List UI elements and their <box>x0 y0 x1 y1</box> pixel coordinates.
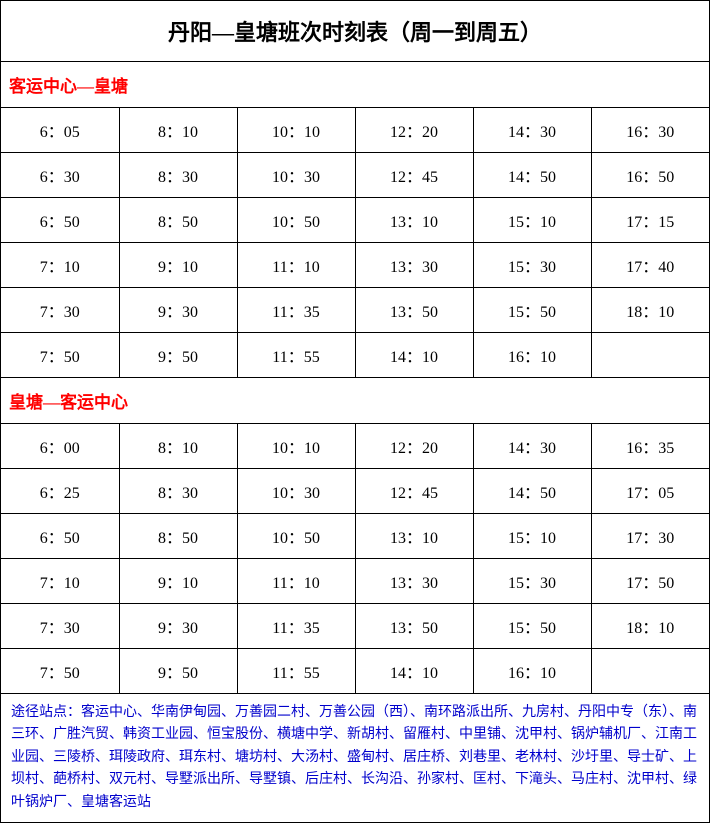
time-cell: 18：10 <box>591 604 709 649</box>
table-row: 6：508：5010：5013：1015：1017：15 <box>1 198 709 243</box>
time-cell: 11：35 <box>237 604 355 649</box>
table-row: 7：109：1011：1013：3015：3017：50 <box>1 559 709 604</box>
time-cell: 17：30 <box>591 514 709 559</box>
time-cell: 16：35 <box>591 424 709 469</box>
time-cell: 15：30 <box>473 559 591 604</box>
table-row: 6：508：5010：5013：1015：1017：30 <box>1 514 709 559</box>
time-cell: 8：10 <box>119 108 237 153</box>
time-cell: 10：10 <box>237 108 355 153</box>
time-cell: 14：30 <box>473 424 591 469</box>
time-cell: 16：10 <box>473 333 591 378</box>
time-cell: 12：20 <box>355 424 473 469</box>
table-row: 6：058：1010：1012：2014：3016：30 <box>1 108 709 153</box>
table-row: 7：109：1011：1013：3015：3017：40 <box>1 243 709 288</box>
time-cell: 14：50 <box>473 153 591 198</box>
time-cell: 6：25 <box>1 469 119 514</box>
time-cell: 18：10 <box>591 288 709 333</box>
time-cell: 17：50 <box>591 559 709 604</box>
time-cell: 11：55 <box>237 333 355 378</box>
section2-table: 6：008：1010：1012：2014：3016：356：258：3010：3… <box>1 424 709 694</box>
page-title: 丹阳—皇塘班次时刻表（周一到周五） <box>1 1 709 62</box>
time-cell: 6：50 <box>1 198 119 243</box>
time-cell: 15：50 <box>473 604 591 649</box>
time-cell: 16：30 <box>591 108 709 153</box>
time-cell: 13：50 <box>355 288 473 333</box>
time-cell: 9：50 <box>119 649 237 694</box>
time-cell: 6：05 <box>1 108 119 153</box>
stations-footer: 途径站点：客运中心、华南伊甸园、万善园二村、万善公园（西）、南环路派出所、九房村… <box>1 694 709 822</box>
time-cell: 7：30 <box>1 288 119 333</box>
time-cell <box>591 649 709 694</box>
time-cell: 14：50 <box>473 469 591 514</box>
time-cell: 12：20 <box>355 108 473 153</box>
time-cell: 17：40 <box>591 243 709 288</box>
time-cell: 15：10 <box>473 514 591 559</box>
time-cell: 11：10 <box>237 243 355 288</box>
table-row: 7：309：3011：3513：5015：5018：10 <box>1 288 709 333</box>
time-cell: 11：55 <box>237 649 355 694</box>
time-cell: 8：30 <box>119 469 237 514</box>
table-row: 6：308：3010：3012：4514：5016：50 <box>1 153 709 198</box>
time-cell: 17：05 <box>591 469 709 514</box>
time-cell: 17：15 <box>591 198 709 243</box>
time-cell: 10：50 <box>237 198 355 243</box>
time-cell: 7：50 <box>1 649 119 694</box>
table-row: 6：258：3010：3012：4514：5017：05 <box>1 469 709 514</box>
time-cell: 6：30 <box>1 153 119 198</box>
table-row: 7：309：3011：3513：5015：5018：10 <box>1 604 709 649</box>
time-cell: 7：10 <box>1 243 119 288</box>
time-cell: 8：50 <box>119 198 237 243</box>
time-cell: 11：10 <box>237 559 355 604</box>
time-cell: 9：30 <box>119 288 237 333</box>
time-cell: 9：10 <box>119 243 237 288</box>
time-cell: 10：30 <box>237 153 355 198</box>
time-cell: 7：10 <box>1 559 119 604</box>
time-cell: 14：10 <box>355 649 473 694</box>
time-cell: 16：50 <box>591 153 709 198</box>
section1-table: 6：058：1010：1012：2014：3016：306：308：3010：3… <box>1 108 709 378</box>
time-cell: 13：30 <box>355 559 473 604</box>
table-row: 7：509：5011：5514：1016：10 <box>1 649 709 694</box>
time-cell: 8：30 <box>119 153 237 198</box>
time-cell: 6：50 <box>1 514 119 559</box>
time-cell: 14：30 <box>473 108 591 153</box>
time-cell: 13：30 <box>355 243 473 288</box>
time-cell: 12：45 <box>355 153 473 198</box>
time-cell: 10：30 <box>237 469 355 514</box>
timetable-container: 丹阳—皇塘班次时刻表（周一到周五） 客运中心—皇塘 6：058：1010：101… <box>0 0 710 823</box>
time-cell: 6：00 <box>1 424 119 469</box>
time-cell: 7：50 <box>1 333 119 378</box>
time-cell: 15：30 <box>473 243 591 288</box>
time-cell: 9：50 <box>119 333 237 378</box>
time-cell: 11：35 <box>237 288 355 333</box>
table-row: 7：509：5011：5514：1016：10 <box>1 333 709 378</box>
section2-header: 皇塘—客运中心 <box>1 378 709 424</box>
time-cell <box>591 333 709 378</box>
table-row: 6：008：1010：1012：2014：3016：35 <box>1 424 709 469</box>
time-cell: 8：10 <box>119 424 237 469</box>
time-cell: 9：30 <box>119 604 237 649</box>
time-cell: 13：50 <box>355 604 473 649</box>
time-cell: 15：50 <box>473 288 591 333</box>
time-cell: 10：50 <box>237 514 355 559</box>
time-cell: 16：10 <box>473 649 591 694</box>
time-cell: 13：10 <box>355 198 473 243</box>
time-cell: 9：10 <box>119 559 237 604</box>
time-cell: 15：10 <box>473 198 591 243</box>
time-cell: 10：10 <box>237 424 355 469</box>
time-cell: 7：30 <box>1 604 119 649</box>
time-cell: 13：10 <box>355 514 473 559</box>
time-cell: 14：10 <box>355 333 473 378</box>
time-cell: 8：50 <box>119 514 237 559</box>
section1-header: 客运中心—皇塘 <box>1 62 709 108</box>
time-cell: 12：45 <box>355 469 473 514</box>
